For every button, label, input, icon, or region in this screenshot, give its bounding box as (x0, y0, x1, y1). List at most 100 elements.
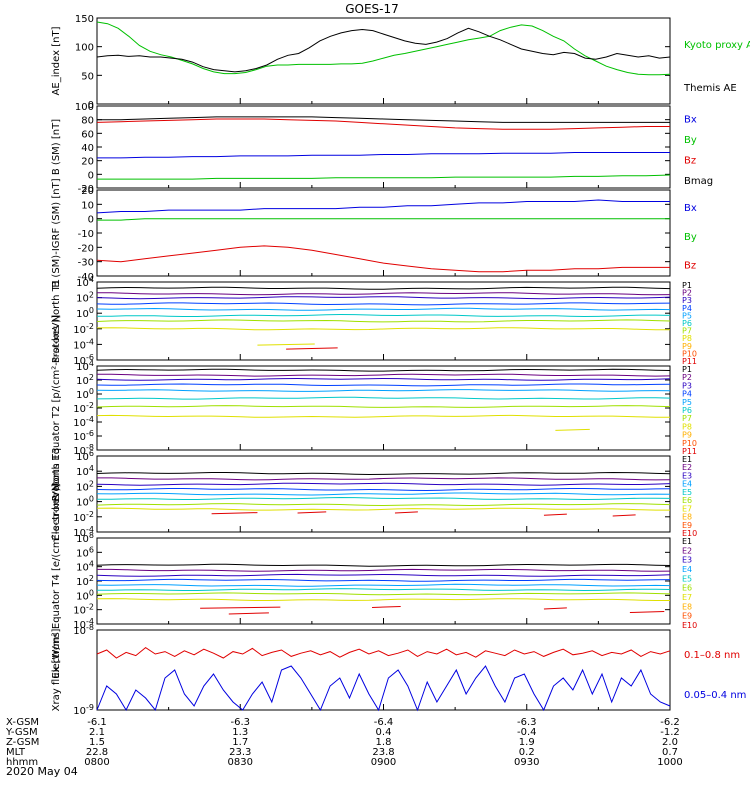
y-tick-label: 100 (76, 495, 94, 509)
series-line (96, 118, 670, 130)
legend-entry: E8 (682, 602, 692, 611)
xaxis-row-value: -0.4 (517, 727, 537, 738)
xaxis-row-value: 1.5 (89, 737, 105, 748)
y-tick-label: 50 (81, 71, 94, 82)
legend-entry: P7 (682, 327, 692, 336)
channel-fragment (629, 610, 665, 614)
y-tick-label: 10-6 (73, 429, 94, 443)
xaxis-row-value: 0930 (514, 757, 539, 768)
y-tick-label: 10-4 (73, 337, 94, 351)
legend-entry: Bx (684, 114, 697, 125)
channel-line (96, 389, 671, 392)
channel-line (96, 578, 671, 582)
y-tick-label: 102 (76, 574, 94, 588)
channel-line (96, 396, 671, 400)
channel-line (96, 588, 671, 592)
legend-entry: Kyoto proxy AE (684, 40, 750, 51)
legend-entry: E3 (682, 471, 692, 480)
xaxis-row-value: 2.0 (662, 737, 678, 748)
legend-entry: P8 (682, 334, 692, 343)
series-line (97, 218, 670, 221)
channel-line (96, 496, 671, 501)
xaxis-row-value: -6.4 (374, 717, 394, 728)
series-line (97, 152, 670, 159)
legend-entry: By (684, 135, 697, 146)
legend-entry: Bz (684, 155, 696, 166)
y-tick-label: 100 (75, 102, 94, 113)
xaxis-row-value: -6.3 (517, 717, 537, 728)
xaxis-row-label: X-GSM (6, 717, 39, 728)
y-tick-label: 104 (76, 275, 94, 289)
y-tick-label: 106 (76, 545, 94, 559)
channel-line (96, 507, 670, 511)
legend-entry: E4 (682, 565, 692, 574)
y-tick-label: 10-8 (73, 623, 94, 637)
channel-line (96, 292, 671, 296)
legend-entry: P7 (682, 414, 692, 423)
series-line (96, 21, 671, 76)
y-axis-label: Electrons North T3 (51, 447, 62, 540)
legend-entry: E8 (682, 513, 692, 522)
legend-entry: P2 (682, 289, 692, 298)
xaxis-row-value: 0.7 (662, 747, 678, 758)
channel-line (96, 488, 671, 492)
channel-line (96, 368, 671, 372)
channel-line (96, 503, 671, 507)
channel-line (96, 373, 671, 377)
channel-fragment (257, 343, 315, 346)
y-tick-label: 108 (76, 531, 94, 545)
legend-entry: P4 (682, 304, 692, 313)
series-line (96, 199, 670, 214)
legend-entry: P10 (682, 439, 697, 448)
channel-line (96, 482, 671, 486)
xaxis-row-value: 1000 (657, 757, 682, 768)
channel-line (96, 563, 671, 567)
xaxis-row-value: 0.4 (376, 727, 392, 738)
y-tick-label: 10-4 (73, 415, 94, 429)
y-tick-label: 100 (76, 588, 94, 602)
y-tick-label: -40 (78, 272, 94, 283)
xaxis-row-value: 23.8 (372, 747, 394, 758)
legend-entry: E5 (682, 488, 692, 497)
xaxis-row-label: hhmm (6, 757, 38, 768)
legend-entry: P11 (682, 357, 697, 366)
y-tick-label: 10-2 (73, 401, 94, 415)
panel-frame (96, 629, 671, 711)
y-tick-label: -20 (78, 243, 94, 254)
y-tick-label: -10 (78, 229, 94, 240)
legend-entry: E9 (682, 612, 692, 621)
date-label: 2020 May 04 (6, 765, 78, 778)
figure-title: GOES-17 (345, 2, 399, 16)
xaxis-row-value: 22.8 (86, 747, 108, 758)
legend-entry: P5 (682, 398, 692, 407)
legend-entry: P2 (682, 373, 692, 382)
channel-fragment (200, 606, 281, 609)
xaxis-row-value: -6.1 (87, 717, 107, 728)
legend-entry: P4 (682, 390, 692, 399)
series-line (96, 646, 671, 659)
legend-entry: E4 (682, 480, 692, 489)
series-line (96, 245, 670, 273)
legend-entry: P10 (682, 349, 697, 358)
y-tick-label: 106 (76, 449, 94, 463)
channel-line (96, 313, 671, 318)
y-tick-label: 0 (88, 215, 94, 226)
channel-line (96, 302, 671, 306)
channel-line (96, 296, 671, 300)
panel-3: 20 10 0 -10 -20 -30 -40 B (SM)-IGRF (SM) [nT] Bx… (51, 178, 697, 287)
y-tick-label: 100 (75, 43, 94, 54)
y-axis-label: Protons Equator T2 [p/(cm²-s-sr-keV)] (51, 315, 62, 502)
xaxis-row-value: 0900 (371, 757, 396, 768)
legend-entry: P6 (682, 406, 692, 415)
series-line (96, 27, 671, 73)
channel-fragment (211, 512, 258, 515)
y-tick-label: 150 (75, 14, 94, 25)
y-tick-label: 10-2 (73, 603, 94, 617)
channel-fragment (286, 347, 338, 350)
channel-line (96, 414, 670, 418)
xaxis-row-value: 0830 (228, 757, 253, 768)
y-axis-label: Xray flux [W/m²] (51, 629, 62, 712)
y-tick-label: 100 (76, 387, 94, 401)
xaxis-row-value: 1.8 (376, 737, 392, 748)
